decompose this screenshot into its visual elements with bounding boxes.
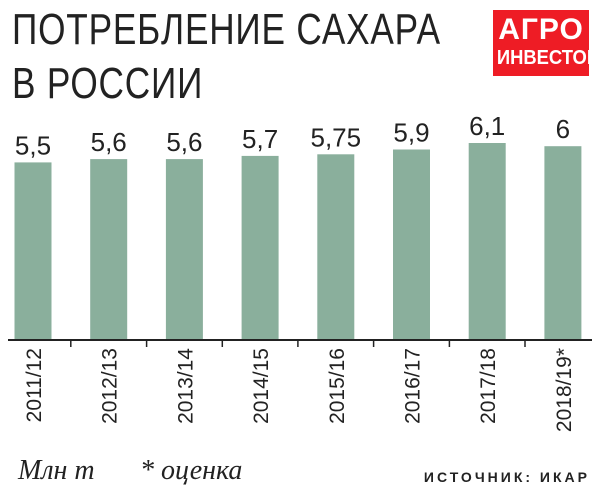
value-label: 6,1 bbox=[469, 111, 505, 141]
bar-201516 bbox=[317, 154, 355, 340]
bar-201314 bbox=[165, 159, 203, 340]
value-label: 5,6 bbox=[91, 127, 127, 157]
category-label: 2015/16 bbox=[326, 348, 349, 424]
units-label: Млн т bbox=[18, 455, 95, 486]
value-label: 5,5 bbox=[15, 130, 51, 160]
bar-201213 bbox=[90, 159, 128, 340]
value-label: 6 bbox=[556, 114, 570, 144]
category-label: 2011/12 bbox=[23, 348, 46, 422]
category-label: 2014/15 bbox=[250, 348, 273, 424]
category-label: 2013/14 bbox=[174, 348, 197, 424]
bar-201617 bbox=[393, 149, 430, 340]
estimate-footnote: * оценка bbox=[140, 455, 243, 486]
bar-201819 bbox=[544, 146, 582, 340]
bar-201112 bbox=[14, 162, 52, 340]
chart-title-line-2: В РОССИИ bbox=[12, 59, 204, 108]
category-label: 2012/13 bbox=[99, 348, 122, 424]
value-label: 5,9 bbox=[393, 118, 429, 148]
value-label: 5,75 bbox=[310, 122, 361, 152]
bar-201718 bbox=[468, 143, 506, 340]
agroinvestor-logo: АГРО ИНВЕСТОР bbox=[493, 10, 600, 76]
category-label: 2018/19* bbox=[553, 348, 576, 432]
logo-text-agro: АГРО bbox=[498, 13, 584, 46]
category-label: 2016/17 bbox=[402, 348, 425, 424]
category-label: 2017/18 bbox=[477, 348, 500, 424]
value-label: 5,7 bbox=[242, 124, 278, 154]
bar-201415 bbox=[241, 155, 279, 340]
source-label: ИСТОЧНИК: ИКАР bbox=[423, 469, 590, 485]
logo-text-investor: ИНВЕСТОР bbox=[496, 47, 600, 69]
value-label: 5,6 bbox=[166, 127, 202, 157]
chart-title-line-1: ПОТРЕБЛЕНИЕ САХАРА bbox=[12, 5, 441, 54]
